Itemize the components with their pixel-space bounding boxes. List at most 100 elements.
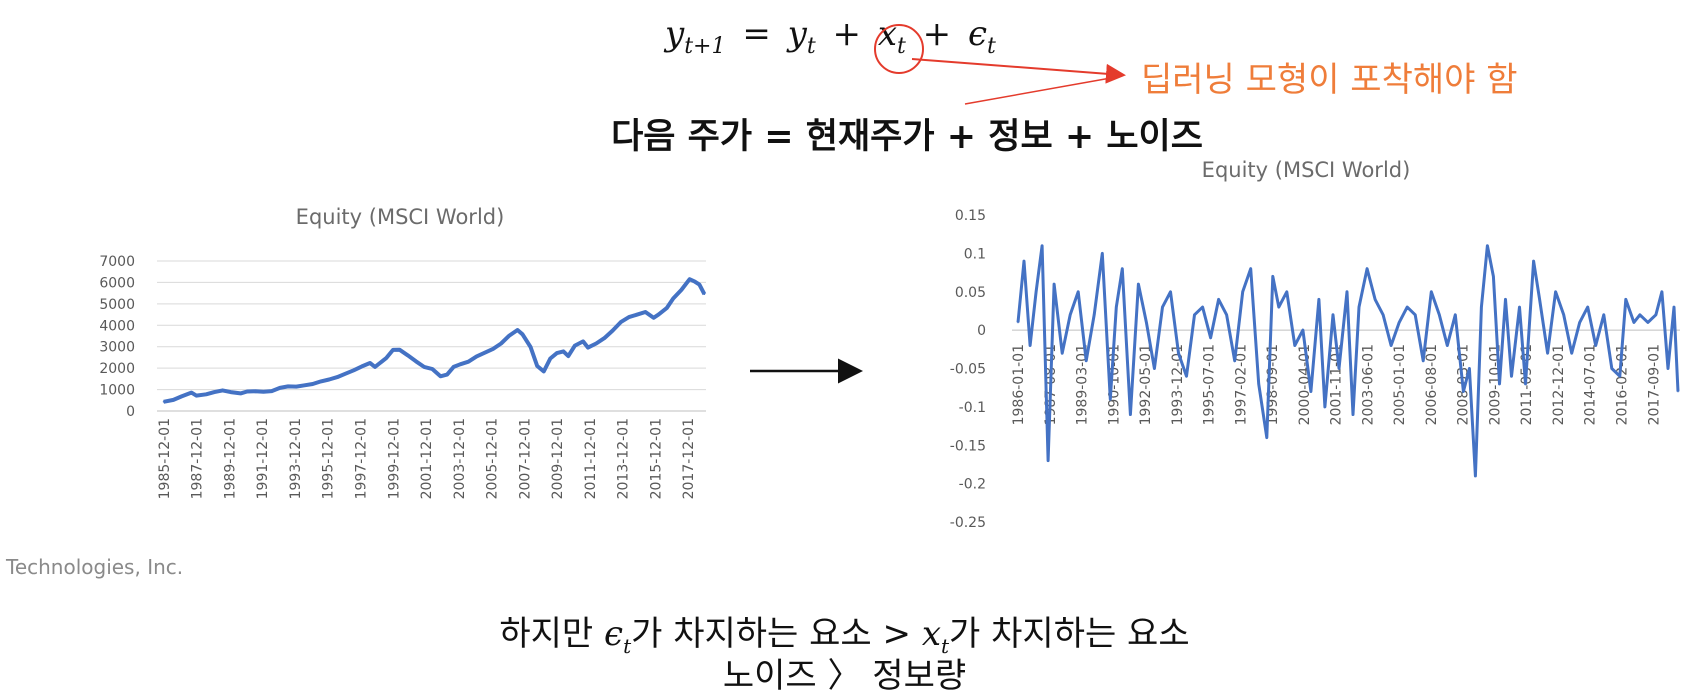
data-point — [1610, 367, 1613, 370]
data-point — [1277, 306, 1280, 308]
x-tick-label: 1997-02-01 — [1233, 344, 1249, 425]
data-point — [1069, 313, 1071, 316]
x-tick-label: 1986-01-01 — [1011, 344, 1027, 425]
eq-plus-1: + — [832, 14, 862, 54]
x-tick-label: 2003-06-01 — [1360, 344, 1376, 425]
y-tick-label: 0.1 — [964, 246, 986, 262]
x-tick-label: 2012-12-01 — [1551, 344, 1567, 425]
x-tick-label: 1993-12-01 — [1170, 344, 1186, 425]
x-tick-label: 2000-04-01 — [1297, 344, 1313, 425]
y-tick-label: -0.15 — [950, 438, 986, 454]
data-point — [361, 365, 363, 368]
data-point — [1241, 290, 1244, 293]
data-point — [492, 348, 494, 350]
y-tick-label: 2000 — [99, 361, 135, 377]
data-point — [1294, 344, 1296, 347]
x-tick-label: 2008-03-01 — [1456, 344, 1472, 425]
data-point — [1029, 344, 1031, 347]
data-point — [374, 366, 376, 368]
bottom-x-symbol: x — [921, 614, 941, 654]
series-line — [163, 277, 707, 404]
data-point — [246, 390, 248, 393]
data-point — [1366, 267, 1368, 270]
data-point — [574, 344, 576, 347]
data-point — [1137, 283, 1140, 285]
x-tick-label: 2011-05-01 — [1519, 344, 1535, 425]
eq-eps: ϵ — [967, 14, 988, 54]
data-point — [352, 369, 355, 372]
x-tick-label: 2005-01-01 — [1392, 344, 1408, 425]
data-point — [688, 278, 691, 281]
data-point — [336, 376, 339, 378]
data-point — [1209, 337, 1212, 339]
data-point — [483, 351, 486, 354]
data-point — [1414, 313, 1417, 316]
data-point — [1101, 252, 1104, 255]
y-tick-label: 4000 — [99, 318, 135, 334]
data-point — [213, 391, 216, 393]
x-tick-label: 1995-12-01 — [321, 418, 337, 499]
data-point — [1249, 267, 1252, 270]
data-point — [1053, 283, 1055, 285]
data-point — [1346, 290, 1348, 293]
x-tick-label: 2017-09-01 — [1646, 344, 1662, 425]
data-point — [254, 390, 257, 393]
x-tick-label: 1987-12-01 — [190, 418, 206, 499]
data-point — [542, 370, 545, 373]
bottom-line-1: 하지만 ϵt가 차지하는 요소 > xt가 차지하는 요소 — [0, 606, 1689, 658]
data-point — [703, 293, 706, 296]
data-point — [1302, 329, 1304, 331]
data-point — [1633, 321, 1635, 324]
eq-eps-sub: t — [987, 33, 996, 59]
y-tick-label: -0.05 — [950, 362, 986, 378]
data-point — [1115, 306, 1118, 308]
data-point — [619, 321, 622, 323]
data-point — [549, 357, 552, 360]
eq-y-sub: t — [806, 33, 816, 59]
data-point — [1310, 390, 1312, 393]
data-point — [1518, 306, 1521, 308]
data-point — [1161, 306, 1164, 308]
data-point — [1324, 406, 1326, 408]
x-tick-label: 2006-08-01 — [1424, 344, 1440, 425]
data-point — [652, 316, 655, 319]
watermark: Technologies, Inc. — [6, 555, 184, 579]
data-point — [1673, 306, 1675, 308]
data-point — [446, 373, 448, 376]
y-tick-label: -0.25 — [950, 515, 986, 531]
data-point — [1035, 290, 1037, 293]
data-point — [698, 283, 701, 286]
data-point — [431, 368, 434, 370]
data-point — [1374, 298, 1376, 301]
data-point — [1225, 313, 1228, 316]
bottom-eps: ϵt — [604, 614, 631, 658]
y-tick-label: 1000 — [99, 383, 135, 399]
data-point — [1047, 459, 1049, 462]
data-point — [556, 352, 558, 354]
data-point — [467, 360, 470, 363]
data-point — [1655, 313, 1657, 316]
data-point — [1017, 321, 1019, 324]
data-point — [1625, 298, 1627, 301]
data-point — [1338, 367, 1340, 370]
series-line — [1016, 244, 1680, 478]
y-tick-label: 0.05 — [955, 285, 986, 301]
equation-description: 다음 주가 = 현재주가 + 정보 + 노이즈 — [611, 117, 1203, 157]
data-point — [1332, 313, 1334, 316]
data-point — [221, 389, 224, 392]
data-point — [1504, 298, 1507, 301]
chart-title: Equity (MSCI World) — [1202, 158, 1411, 182]
bottom-x: xt — [921, 614, 949, 658]
data-point — [303, 384, 306, 387]
x-tick-label: 2001-11-01 — [1329, 344, 1345, 425]
x-tick-label: 1995-07-01 — [1202, 344, 1218, 425]
data-point — [1185, 375, 1188, 377]
y-tick-label: 0 — [977, 323, 986, 339]
data-point — [536, 365, 539, 367]
data-point — [665, 307, 668, 309]
data-point — [270, 390, 273, 392]
data-point — [1538, 298, 1541, 301]
data-point — [1667, 367, 1669, 370]
